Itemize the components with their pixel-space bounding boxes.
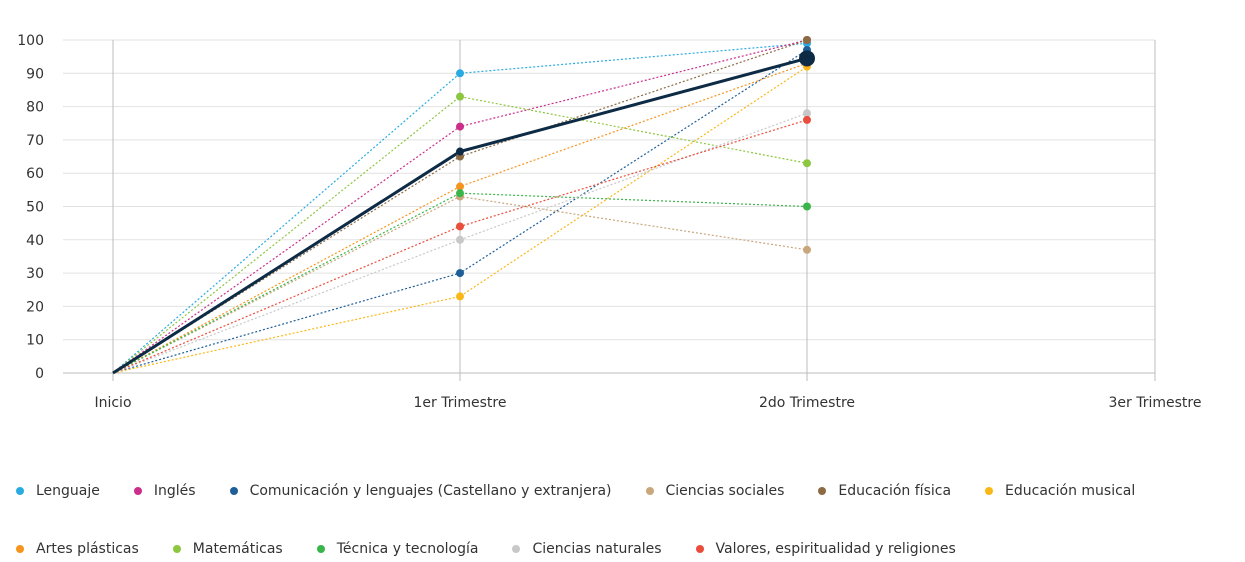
legend-label: Ciencias sociales (665, 483, 785, 499)
y-tick-label: 100 (17, 33, 44, 49)
x-tick-label: 1er Trimestre (414, 395, 507, 411)
legend-label: Técnica y tecnología (336, 541, 479, 557)
legend-label: Matemáticas (192, 541, 283, 557)
average-point (799, 50, 815, 67)
y-tick-label: 10 (26, 333, 44, 349)
legend-marker (695, 545, 704, 553)
legend-marker (512, 545, 521, 553)
legend-marker (985, 487, 994, 495)
legend-label: Valores, espiritualidad y religiones (715, 541, 956, 557)
legend-item: Técnica y tecnología (316, 540, 479, 558)
legend-marker (16, 545, 24, 553)
legend-label: Educación física (838, 483, 952, 499)
line-chart: 0 10 20 30 40 50 60 70 80 90 100 Inicio 1er Trimestr… (17, 33, 1202, 411)
y-tick-label: 0 (35, 366, 44, 382)
y-tick-label: 90 (26, 66, 44, 82)
y-tick-label: 50 (26, 200, 44, 216)
data-point (456, 182, 464, 191)
legend-item: Educación física (818, 482, 951, 500)
legend-label: Comunicación y lenguajes (Castellano y e… (249, 483, 612, 499)
legend-label: Educación musical (1005, 483, 1136, 499)
y-tick-label: 40 (26, 233, 44, 249)
data-point (456, 269, 464, 278)
legend-marker (818, 487, 827, 495)
legend-item: Valores, espiritualidad y religiones (695, 540, 956, 558)
legend-item: Lenguaje (16, 482, 100, 500)
data-point (456, 222, 464, 231)
data-point (456, 122, 464, 131)
legend-item: Comunicación y lenguajes (Castellano y e… (229, 482, 612, 500)
data-point (803, 159, 811, 168)
y-tick-label: 70 (26, 133, 44, 149)
x-tick-label: Inicio (94, 395, 131, 411)
series-line (112, 42, 808, 374)
data-point (803, 36, 811, 44)
data-point (803, 109, 811, 118)
data-point (803, 202, 811, 211)
legend-label: Ciencias naturales (532, 541, 662, 557)
legend-marker (229, 487, 238, 495)
y-tick-label: 60 (26, 166, 44, 182)
legend: Lenguaje Inglés Comunicación y lenguajes (… (16, 482, 1216, 558)
series-line (112, 112, 808, 374)
legend-item: Inglés (133, 482, 196, 500)
legend-item: Matemáticas (172, 540, 283, 558)
data-point (456, 189, 464, 198)
data-point (456, 92, 464, 101)
legend-label: Artes plásticas (36, 541, 139, 557)
data-point (456, 69, 464, 78)
y-tick-label: 30 (26, 266, 44, 282)
legend-marker (645, 487, 654, 495)
legend-marker (316, 545, 325, 553)
legend-item: Educación musical (985, 482, 1135, 500)
y-tick-label: 20 (26, 299, 44, 315)
average-point (456, 147, 464, 156)
x-tick-label: 3er Trimestre (1109, 395, 1202, 411)
legend-item: Ciencias naturales (512, 540, 662, 558)
data-point (803, 115, 811, 124)
data-point (456, 235, 464, 244)
legend-marker (133, 487, 142, 495)
legend-item: Ciencias sociales (645, 482, 785, 500)
y-tick-label: 80 (26, 100, 44, 116)
series-line (112, 66, 808, 374)
legend-item: Artes plásticas (16, 540, 139, 558)
data-point (803, 245, 811, 254)
legend-marker (16, 487, 24, 495)
legend-label: Lenguaje (36, 483, 100, 499)
x-tick-label: 2do Trimestre (759, 395, 855, 411)
data-point (456, 292, 464, 301)
legend-label: Inglés (153, 483, 196, 499)
legend-marker (172, 545, 181, 553)
